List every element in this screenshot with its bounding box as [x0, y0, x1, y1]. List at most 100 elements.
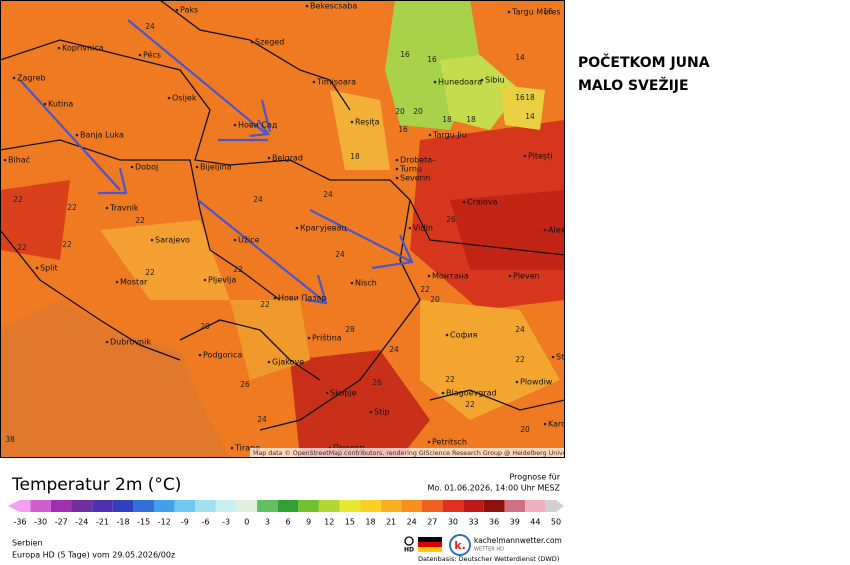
colorbar-segment [30, 500, 51, 512]
colorbar-tick-label: -3 [222, 518, 230, 527]
place-dot [462, 200, 466, 204]
temperature-label: 14 [525, 112, 535, 121]
place-label: Nisch [355, 279, 377, 288]
place-label: Užice [238, 236, 260, 245]
colorbar-segment [442, 500, 464, 512]
colorbar-cap [8, 500, 20, 512]
place-label: Pécs [143, 50, 161, 60]
attribution: Map data © OpenStreetMap contributors, r… [253, 449, 581, 457]
colorbar-tick-label: 3 [265, 518, 270, 527]
place-dot [441, 391, 445, 395]
place-dot [543, 422, 547, 426]
temperature-label: 18 [525, 93, 535, 102]
place-dot [203, 278, 207, 282]
colorbar-tick-label: 50 [551, 518, 561, 527]
colorbar-tick-label: -27 [55, 518, 68, 527]
place-dot [543, 228, 547, 232]
temperature-label: 24 [515, 325, 525, 334]
temperature-label: 22 [13, 195, 23, 204]
place-dot [350, 281, 354, 285]
colorbar-tick-label: 39 [510, 518, 520, 527]
colorbar-tick-label: -21 [96, 518, 109, 527]
temperature-label: 14 [515, 53, 525, 62]
colorbar-segment [71, 500, 93, 512]
place-label: Severin [400, 174, 430, 183]
colorbar-segment [504, 500, 526, 512]
colorbar-segment [50, 500, 72, 512]
place-label: Sarajevo [155, 236, 190, 245]
colorbar-segment [174, 500, 196, 512]
colorbar-tick-label: 6 [285, 518, 290, 527]
place-dot [198, 353, 202, 357]
colorbar-segment [339, 500, 361, 512]
temperature-label: 16 [400, 50, 410, 59]
temperature-label: 24 [323, 190, 333, 199]
place-label: Kutina [48, 100, 73, 109]
place-dot [12, 76, 16, 80]
colorbar-tick-label: 15 [345, 518, 355, 527]
colorbar-tick-label: 36 [489, 518, 499, 527]
place-label: Zagreb [17, 74, 46, 83]
place-label: Sibiu [485, 76, 505, 85]
colorbar-tick-label: -30 [34, 518, 47, 527]
temperature-label: 38 [5, 435, 15, 444]
place-label: Нови Сад [238, 121, 278, 130]
place-label: Mostar [120, 278, 148, 287]
place-dot [57, 46, 61, 50]
place-label: Alexand [548, 226, 580, 235]
place-label: Turnu [399, 165, 422, 174]
place-dot [312, 80, 316, 84]
place-dot [369, 410, 373, 414]
temperature-label: 26 [446, 215, 456, 224]
colorbar-segment [92, 500, 113, 512]
colorbar-segment [298, 500, 319, 512]
colorbar-tick-label: 44 [530, 518, 540, 527]
region: Serbien [12, 539, 43, 548]
place-dot [195, 165, 199, 169]
temperature-label: 22 [515, 355, 525, 364]
place-dot [427, 274, 431, 278]
arrows [19, 19, 414, 305]
colorbar-tick-label: -9 [181, 518, 189, 527]
colorbar-segment [422, 500, 443, 512]
place-label: Targu Mures [511, 8, 560, 17]
temperature-label: 22 [145, 268, 155, 277]
place-dot [150, 238, 154, 242]
place-dot [408, 226, 412, 230]
place-label: Paks [180, 6, 198, 15]
place-dot [305, 4, 309, 8]
colorbar: -36 -30 -27 -24 -21 -18 -15 -12 -9 -6 -3 0 3 6 9 12 15 18… [8, 500, 564, 527]
temperature-label: 22 [420, 285, 430, 294]
place-dot [43, 102, 47, 106]
place-dot [295, 226, 299, 230]
place-dot [105, 340, 109, 344]
colorbar-tick-label: -15 [137, 518, 150, 527]
place-label: Bekescsaba [310, 2, 357, 11]
hd-label: HD [404, 547, 414, 554]
place-dot [3, 158, 7, 162]
svg-text:k.: k. [454, 539, 466, 552]
map: Paks Bekescsaba Targu Mures Koprivnica Pécs S… [0, 0, 581, 458]
colorbar-segment [20, 500, 31, 512]
place-label: Blagoevgrad [446, 389, 497, 398]
colorbar-tick-label: 21 [386, 518, 396, 527]
place-label: Szeged [255, 38, 284, 47]
place-label: Osijek [172, 94, 197, 103]
colorbar-tick-label: 33 [468, 518, 478, 527]
temperature-label: 22 [445, 375, 455, 384]
legend-title: Temperatur 2m (°C) [11, 475, 181, 495]
place-label: Skopje [330, 389, 357, 398]
temperature-label: 22 [135, 216, 145, 225]
place-label: Монтана [432, 272, 469, 281]
place-dot [395, 158, 399, 162]
colorbar-segment [236, 500, 258, 512]
colorbar-tick-label: -12 [158, 518, 171, 527]
place-dot [445, 333, 449, 337]
place-dot [307, 336, 311, 340]
temperature-label: 16 [515, 93, 525, 102]
place-dot [428, 133, 432, 137]
colorbar-segment [380, 500, 402, 512]
place-label: Doboj [135, 163, 158, 172]
